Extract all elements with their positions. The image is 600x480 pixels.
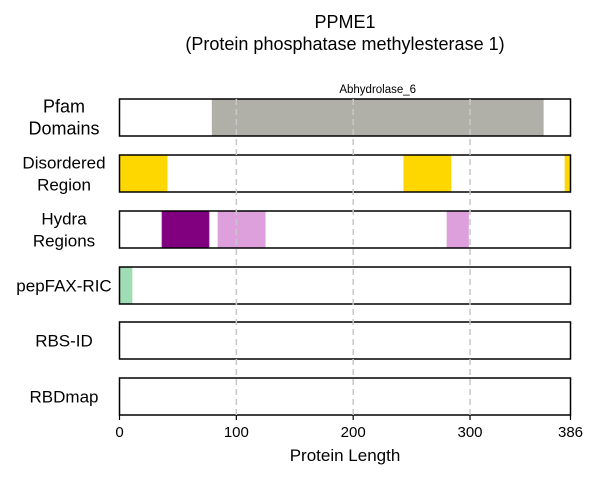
track-segment (161, 211, 210, 248)
x-tick-label: 0 (115, 424, 123, 441)
track-segment (119, 155, 168, 192)
track-label: Hydra (41, 210, 87, 229)
track-frame (118, 210, 572, 249)
track-frame (118, 321, 572, 360)
track-label: RBDmap (30, 388, 99, 407)
track-label: Region (37, 176, 91, 195)
track-segment (403, 155, 452, 192)
track-frame (118, 377, 572, 416)
track-label: Pfam (43, 97, 85, 117)
track-label: RBS-ID (35, 332, 93, 351)
track-frame (118, 266, 572, 305)
x-tick-label: 100 (224, 424, 249, 441)
track-segment (211, 99, 544, 136)
track-label: pepFAX-RIC (16, 277, 111, 296)
track-segment (217, 211, 266, 248)
track-label: Regions (33, 232, 95, 251)
track-frame (118, 98, 572, 137)
x-tick-label: 200 (341, 424, 366, 441)
x-axis: 0 100 200 300 386 (115, 415, 583, 441)
x-axis-label: Protein Length (290, 446, 401, 465)
track-label: Domains (28, 119, 99, 139)
track-frame (118, 154, 572, 193)
x-tick-label: 300 (458, 424, 483, 441)
chart-title: PPME1 (314, 12, 375, 32)
track-segment (446, 211, 469, 248)
track-segment (564, 155, 571, 192)
x-tick-label: 386 (558, 424, 583, 441)
chart-subtitle: (Protein phosphatase methylesterase 1) (185, 34, 504, 54)
track-segment (119, 267, 133, 304)
segment-label: Abhydrolase_6 (339, 84, 416, 96)
track-label: Disordered (22, 154, 105, 173)
